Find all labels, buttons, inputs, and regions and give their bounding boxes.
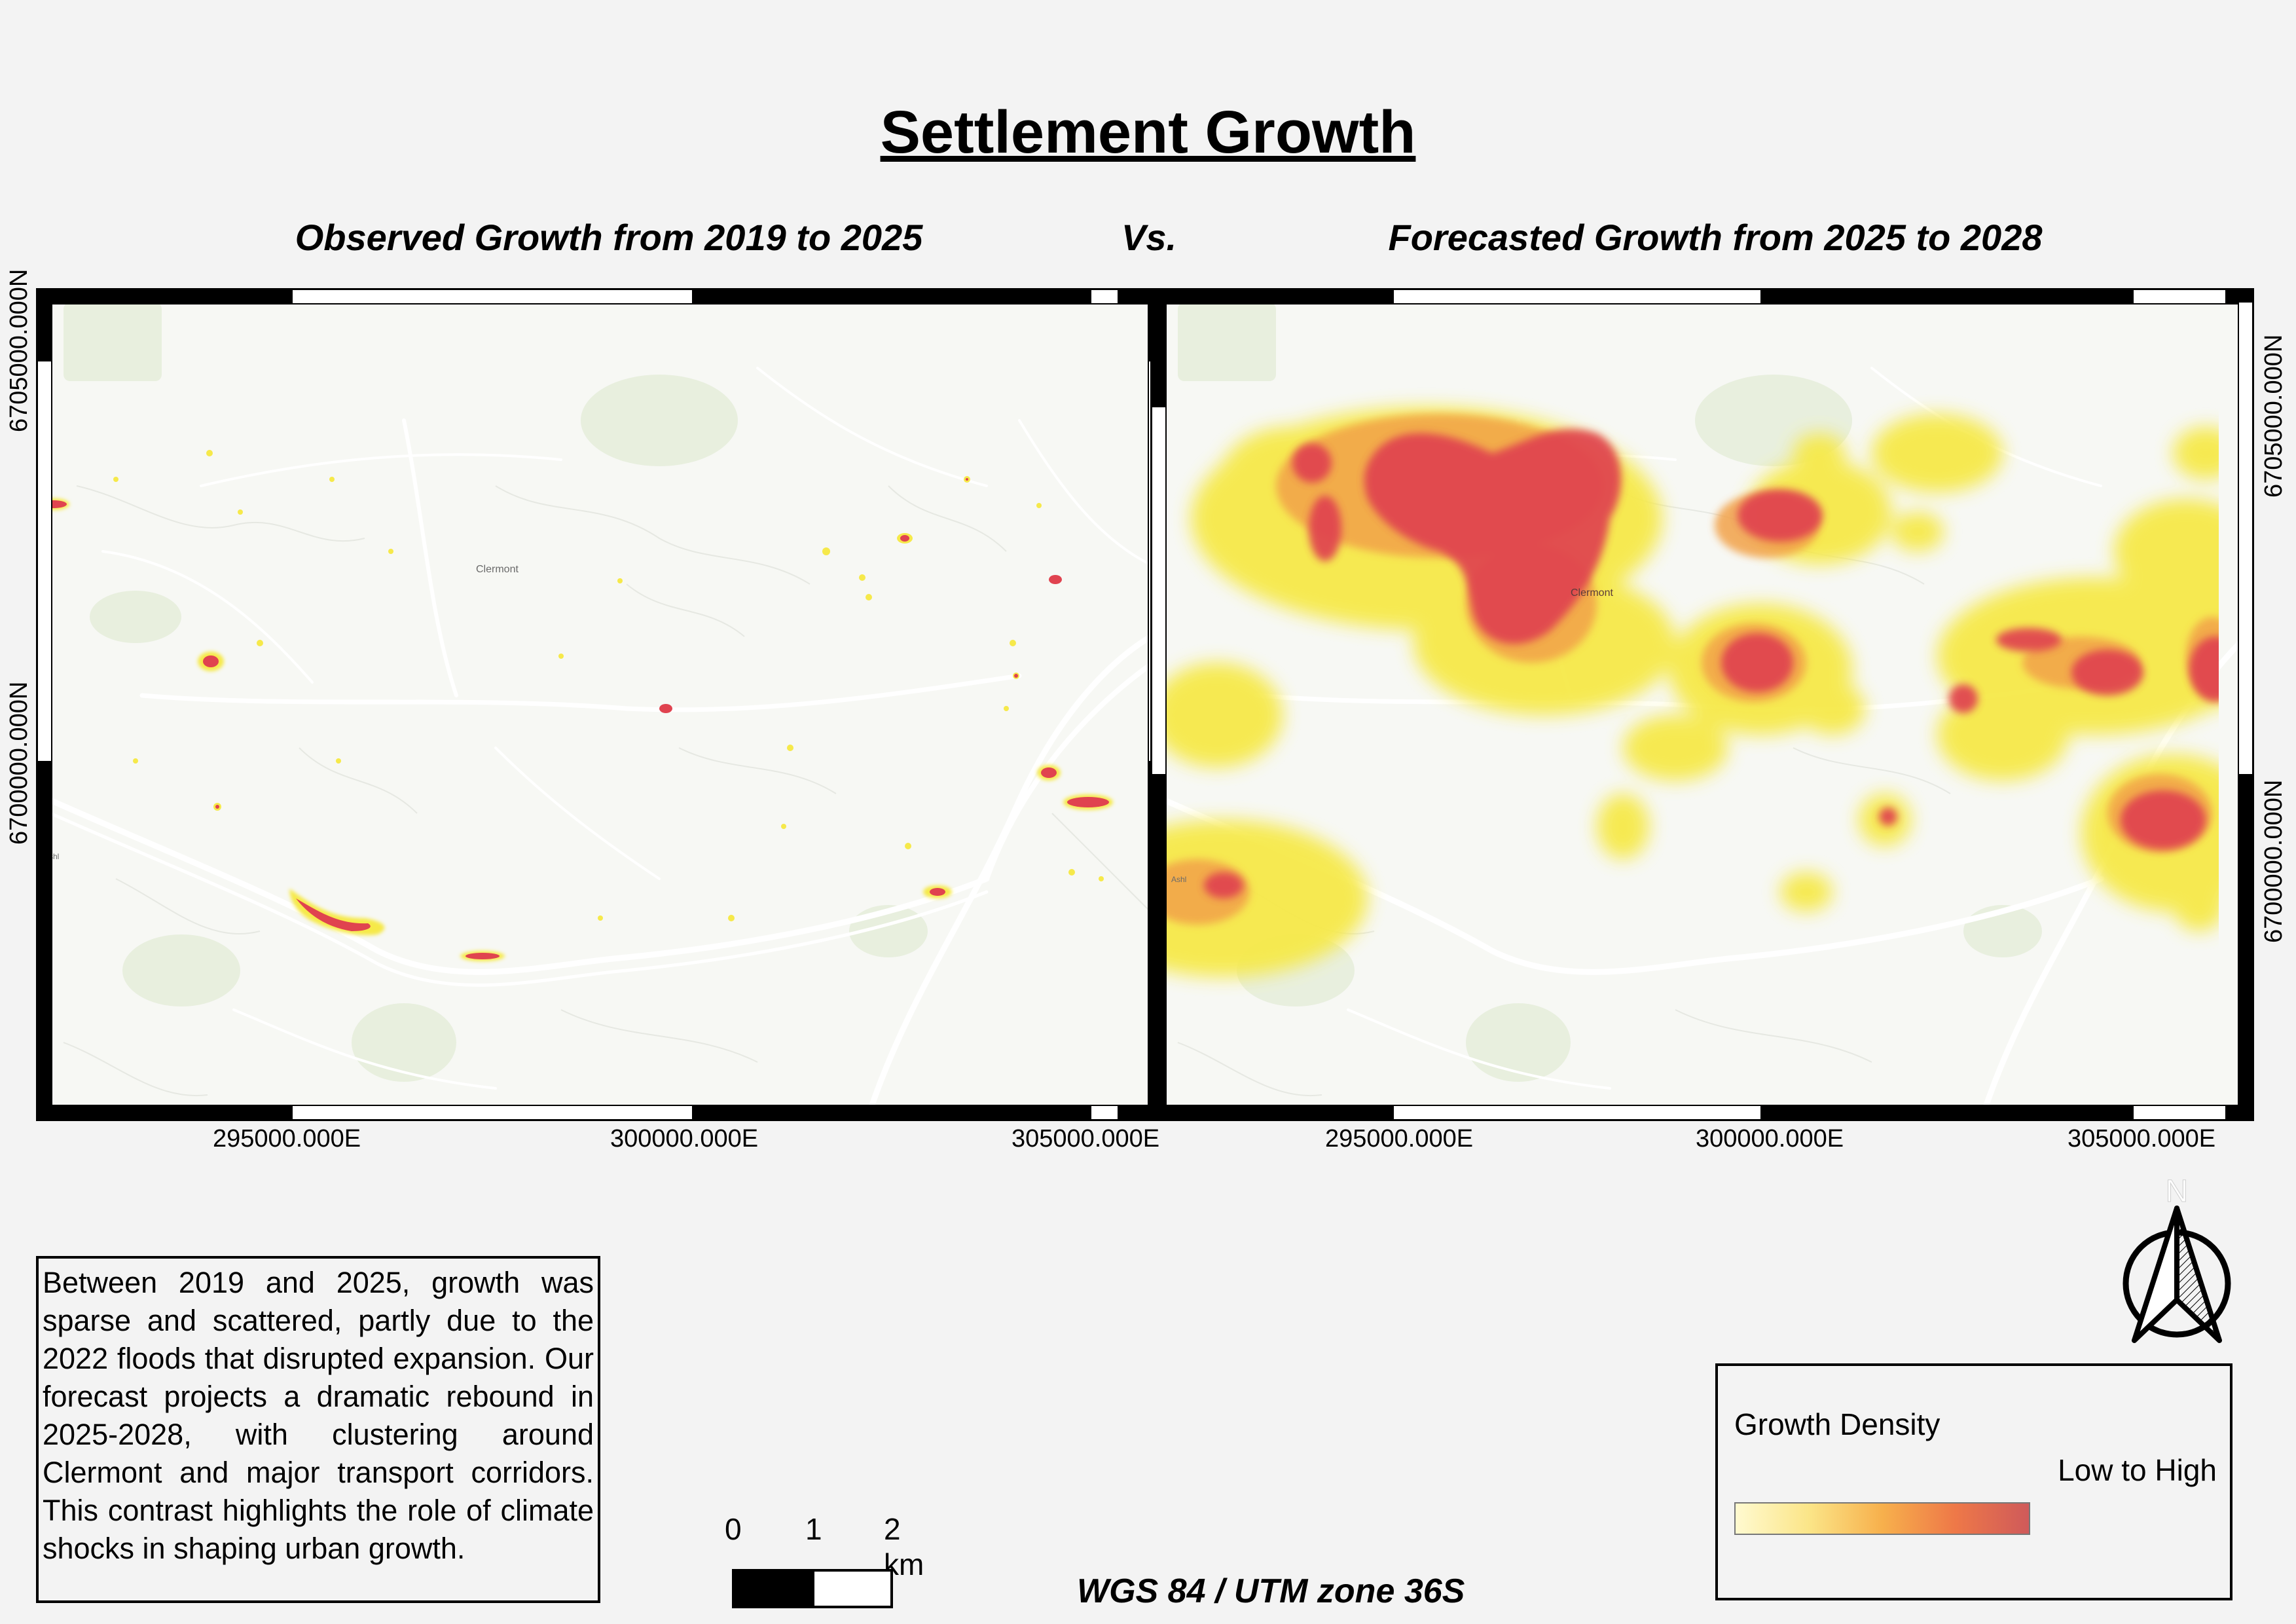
north-label: N (2166, 1174, 2189, 1209)
description-text: Between 2019 and 2025, growth was sparse… (36, 1256, 600, 1603)
right-x-label-295000: 295000.000E (1325, 1125, 1474, 1153)
legend-range-label: Low to High (2058, 1453, 2217, 1487)
minor-streets (63, 485, 1151, 1097)
clermont-place-label: Clermont (476, 564, 519, 575)
main-title: Settlement Growth (880, 99, 1416, 166)
forecast-growth-heatmap (1152, 407, 2219, 977)
left-y-label-6705000: 6705000.000N (5, 268, 33, 432)
observed-map-canvas[interactable]: Clermont Ashl (37, 289, 1163, 1120)
road-network (47, 367, 1163, 1118)
forecast-subtitle: Forecasted Growth from 2025 to 2028 (1388, 217, 2043, 258)
legend-color-ramp (1734, 1502, 2030, 1535)
north-arrow: N (2115, 1169, 2239, 1349)
right-x-label-305000: 305000.000E (2068, 1125, 2216, 1153)
north-arrow-icon: N (2123, 1174, 2231, 1343)
scale-bar-graphic (732, 1569, 893, 1608)
left-x-label-295000: 295000.000E (213, 1125, 361, 1153)
left-y-label-6700000: 6700000.000N (5, 681, 33, 845)
clermont-place-label: Clermont (1571, 587, 1613, 599)
observed-growth-map[interactable]: Clermont Ashl (36, 288, 1164, 1121)
forecast-map-canvas[interactable]: Clermont Ashl (1152, 289, 2253, 1120)
legend: Growth Density Low to High (1715, 1363, 2232, 1600)
right-y-label-6705000: 6705000.000N (2260, 334, 2287, 498)
scale-label-0: 0 (725, 1512, 742, 1546)
observed-subtitle: Observed Growth from 2019 to 2025 (295, 217, 923, 258)
left-x-label-305000: 305000.000E (1011, 1125, 1160, 1153)
forecast-growth-map[interactable]: Clermont Ashl (1150, 288, 2254, 1121)
left-x-label-300000: 300000.000E (610, 1125, 759, 1153)
ashl-place-label: Ashl (1171, 875, 1186, 884)
right-y-label-6700000: 6700000.000N (2260, 779, 2287, 943)
right-x-label-300000: 300000.000E (1696, 1125, 1844, 1153)
versus-label: Vs. (1121, 217, 1177, 258)
legend-title: Growth Density (1734, 1407, 1941, 1441)
forecast-map-grid-frame (1152, 289, 2253, 1120)
crs-label: WGS 84 / UTM zone 36S (1077, 1572, 1465, 1610)
scale-label-1: 1 (805, 1512, 822, 1546)
